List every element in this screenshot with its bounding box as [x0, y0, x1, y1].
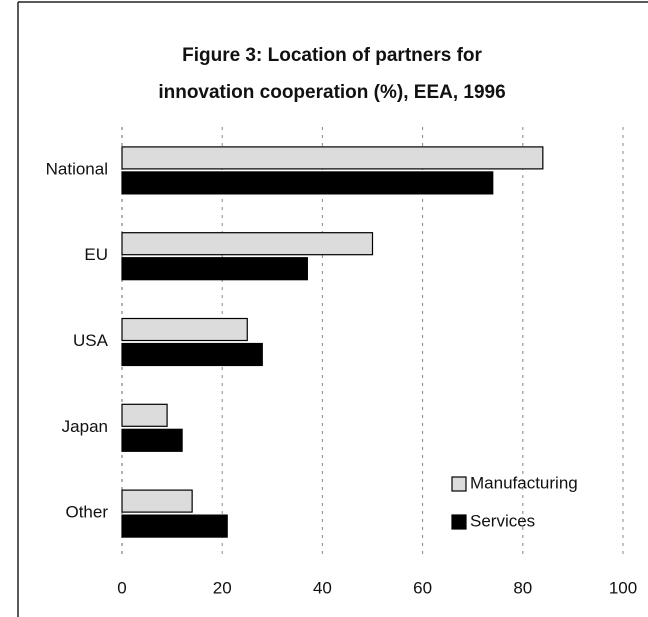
legend-swatch: [451, 514, 467, 530]
bar: [121, 232, 374, 256]
x-tick-label: 100: [609, 578, 637, 597]
x-tick-label: 0: [117, 578, 126, 597]
y-tick-label: EU: [84, 245, 108, 264]
x-tick-label: 80: [513, 578, 532, 597]
legend-label: Manufacturing: [470, 473, 578, 492]
bar: [121, 428, 183, 452]
bar: [121, 403, 168, 427]
chart-title: innovation cooperation (%), EEA, 1996: [158, 82, 505, 103]
x-tick-label: 20: [213, 578, 232, 597]
y-tick-label: USA: [73, 331, 109, 350]
bar: [121, 146, 544, 170]
bar: [121, 257, 308, 281]
y-tick-label: Japan: [62, 417, 108, 436]
y-tick-label: Other: [65, 503, 108, 522]
legend-swatch: [451, 476, 467, 492]
chart-title: Figure 3: Location of partners for: [182, 45, 482, 66]
x-tick-label: 60: [413, 578, 432, 597]
bar: [121, 489, 193, 513]
bar: [121, 514, 228, 538]
bar: [121, 317, 248, 342]
bar: [121, 342, 263, 367]
y-tick-label: National: [46, 159, 108, 178]
x-tick-label: 40: [313, 578, 332, 597]
legend-label: Services: [470, 511, 535, 530]
bar: [121, 171, 494, 195]
